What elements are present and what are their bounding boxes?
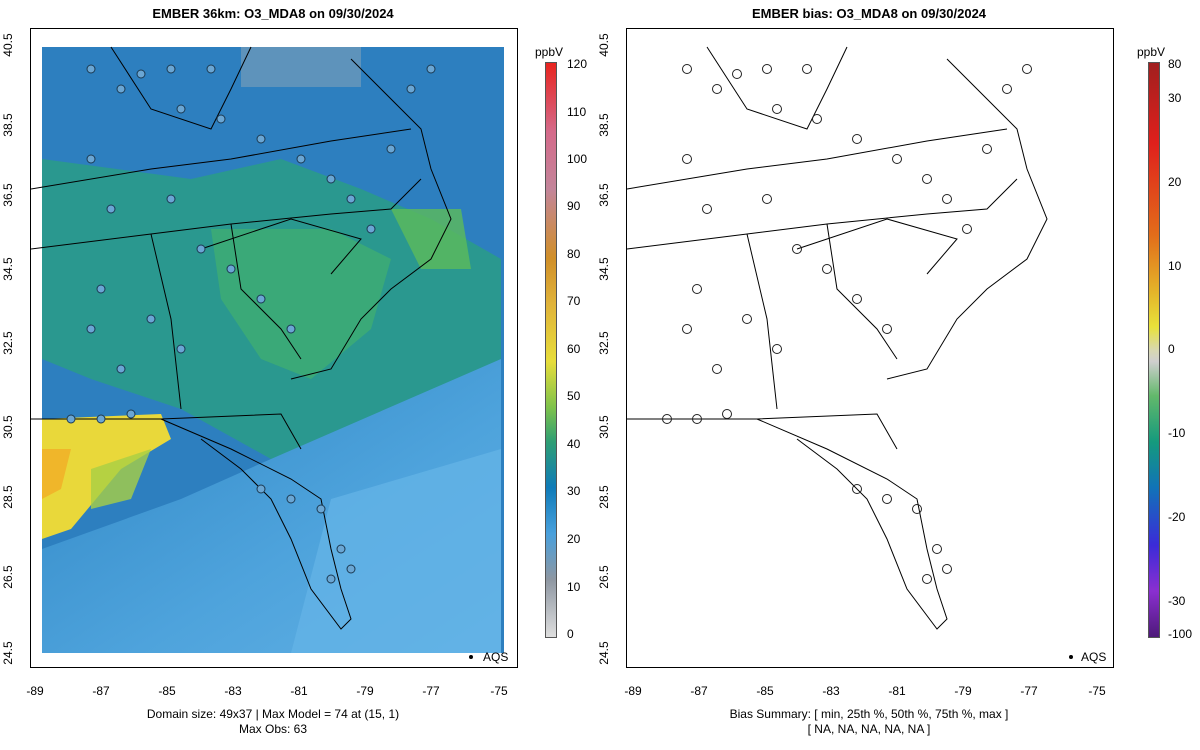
left-legend-label: AQS <box>483 650 509 664</box>
aqs-bias-markers <box>662 64 1032 584</box>
right-panel-title: EMBER bias: O3_MDA8 on 09/30/2024 <box>751 6 987 21</box>
left-panel-title: EMBER 36km: O3_MDA8 on 09/30/2024 <box>152 6 394 21</box>
right-map-frame <box>626 28 1114 668</box>
right-colorbar-unit: ppbV <box>1137 45 1166 59</box>
right-footer-line2: [ NA, NA, NA, NA, NA ] <box>807 722 931 736</box>
left-map <box>31 46 504 659</box>
left-footer-line1: Domain size: 49x37 | Max Model = 74 at (… <box>146 707 400 721</box>
aqs-markers <box>66 64 436 584</box>
right-map <box>627 46 1073 659</box>
right-colorbar <box>1148 62 1160 638</box>
right-legend-label: AQS <box>1081 650 1107 664</box>
left-colorbar-unit: ppbV <box>535 45 564 59</box>
left-colorbar <box>545 62 557 638</box>
left-footer-line2: Max Obs: 63 <box>238 722 308 736</box>
right-footer-line1: Bias Summary: [ min, 25th %, 50th %, 75t… <box>729 707 1009 721</box>
left-map-frame <box>30 28 518 668</box>
